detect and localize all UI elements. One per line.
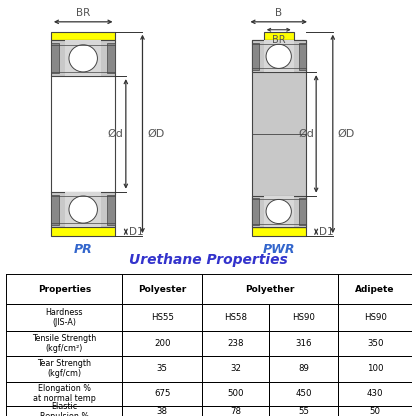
Text: Elastic
Repulsion %: Elastic Repulsion % [40,402,89,416]
Text: PWR: PWR [262,243,295,257]
Bar [299,198,306,225]
Text: 78: 78 [230,407,241,416]
Text: Polyether: Polyether [245,285,295,294]
Text: Hardness
(JIS-A): Hardness (JIS-A) [45,308,83,327]
Text: 50: 50 [370,407,381,416]
Bar [51,32,116,40]
Text: PR: PR [74,243,93,257]
Bar [264,40,294,72]
Text: Elongation %
at normal temp: Elongation % at normal temp [33,384,96,404]
Text: 35: 35 [157,364,168,373]
Text: 100: 100 [367,364,384,373]
Text: Polyester: Polyester [138,285,186,294]
Bar [51,195,59,225]
Text: Adipete: Adipete [355,285,395,294]
Text: HS58: HS58 [224,313,247,322]
Text: 32: 32 [230,364,241,373]
Text: HS55: HS55 [151,313,173,322]
Text: Properties: Properties [38,285,91,294]
Text: BR: BR [272,35,285,45]
Text: 675: 675 [154,389,171,398]
Text: ØD: ØD [148,129,165,139]
Text: Ød: Ød [108,129,124,139]
Bar [51,43,59,73]
Bar [107,195,116,225]
Bar [107,43,116,73]
Text: 55: 55 [298,407,310,416]
Text: Ød: Ød [298,129,314,139]
Text: 200: 200 [154,339,171,348]
Bar [252,228,306,236]
Circle shape [266,199,291,223]
Bar [252,196,306,228]
Bar [299,43,306,69]
Text: 430: 430 [367,389,384,398]
Circle shape [69,196,97,223]
Text: HS90: HS90 [364,313,386,322]
Text: BR: BR [76,8,90,18]
Text: D1: D1 [129,227,144,237]
Text: Tear Strength
(kgf/cm): Tear Strength (kgf/cm) [37,359,91,379]
Text: 89: 89 [298,364,309,373]
Circle shape [69,45,97,72]
Text: 316: 316 [295,339,312,348]
Bar [252,198,259,225]
Bar [264,32,294,40]
Text: 238: 238 [227,339,244,348]
Text: HS90: HS90 [292,313,315,322]
Text: 38: 38 [157,407,168,416]
Circle shape [266,44,291,68]
Bar [252,43,259,69]
Bar [65,192,101,228]
Bar [252,40,306,72]
Text: Urethane Properties: Urethane Properties [129,253,287,267]
Text: 450: 450 [295,389,312,398]
Text: ØD: ØD [338,129,355,139]
Text: B: B [275,8,282,18]
Text: D1: D1 [319,227,334,237]
Text: 350: 350 [367,339,384,348]
Bar [264,196,294,228]
Bar [51,40,116,76]
Text: 500: 500 [227,389,244,398]
Text: Tensile Strength
(kgf/cm²): Tensile Strength (kgf/cm²) [32,334,97,353]
Bar [51,192,116,228]
Bar [65,40,101,76]
Bar [252,40,306,228]
Bar [51,228,116,236]
